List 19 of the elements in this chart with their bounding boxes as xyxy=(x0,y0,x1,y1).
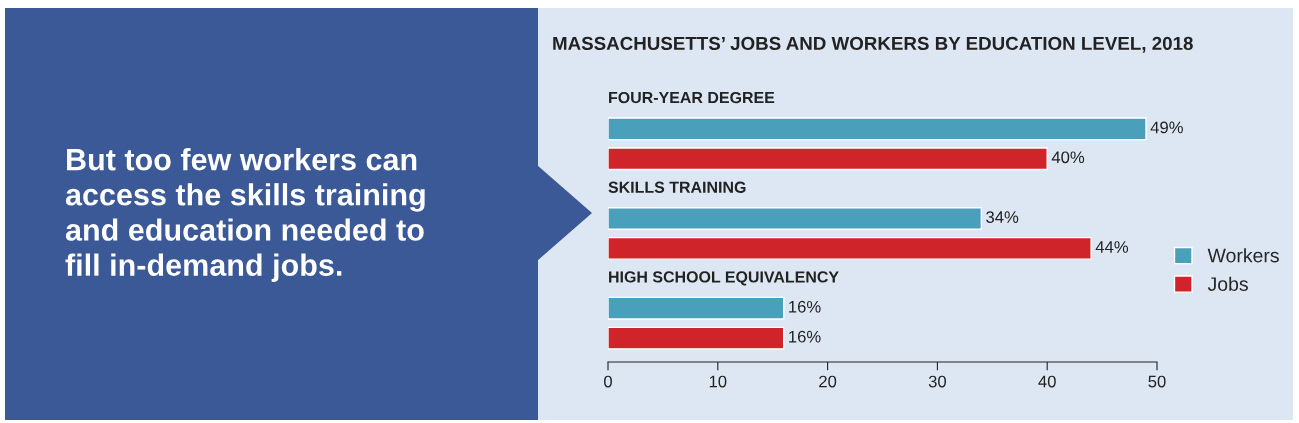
data-label: 44% xyxy=(1095,241,1129,253)
y-tick-label: FOUR-YEAR DEGREE xyxy=(609,91,775,104)
chart-title: MASSACHUSETTS’ JOBS AND WORKERS BY EDUCATION LEVEL, 2018 xyxy=(553,36,1193,53)
legend-label: Workers xyxy=(1207,248,1279,263)
y-tick-label: HIGH SCHOOL EQUIVALENCY xyxy=(609,271,839,286)
x-tick-label: 50 xyxy=(1148,375,1166,388)
data-label: 16% xyxy=(789,330,821,343)
x-tick-label: 10 xyxy=(709,375,727,388)
x-tick-label: 0 xyxy=(604,375,612,388)
legend-label: Jobs xyxy=(1207,276,1248,291)
x-tick-label: 20 xyxy=(819,375,837,388)
y-tick-label: SKILLS TRAINING xyxy=(608,181,746,193)
text: But too few workers can access the skills training and education needed to fill in-demand jobs. xyxy=(65,148,425,282)
data-label: 40% xyxy=(1051,151,1085,164)
x-tick-label: 40 xyxy=(1038,375,1056,388)
data-label: 16% xyxy=(789,300,821,313)
x-tick-label: 30 xyxy=(928,375,947,388)
data-label: 34% xyxy=(986,211,1019,223)
data-label: 49% xyxy=(1150,121,1183,134)
